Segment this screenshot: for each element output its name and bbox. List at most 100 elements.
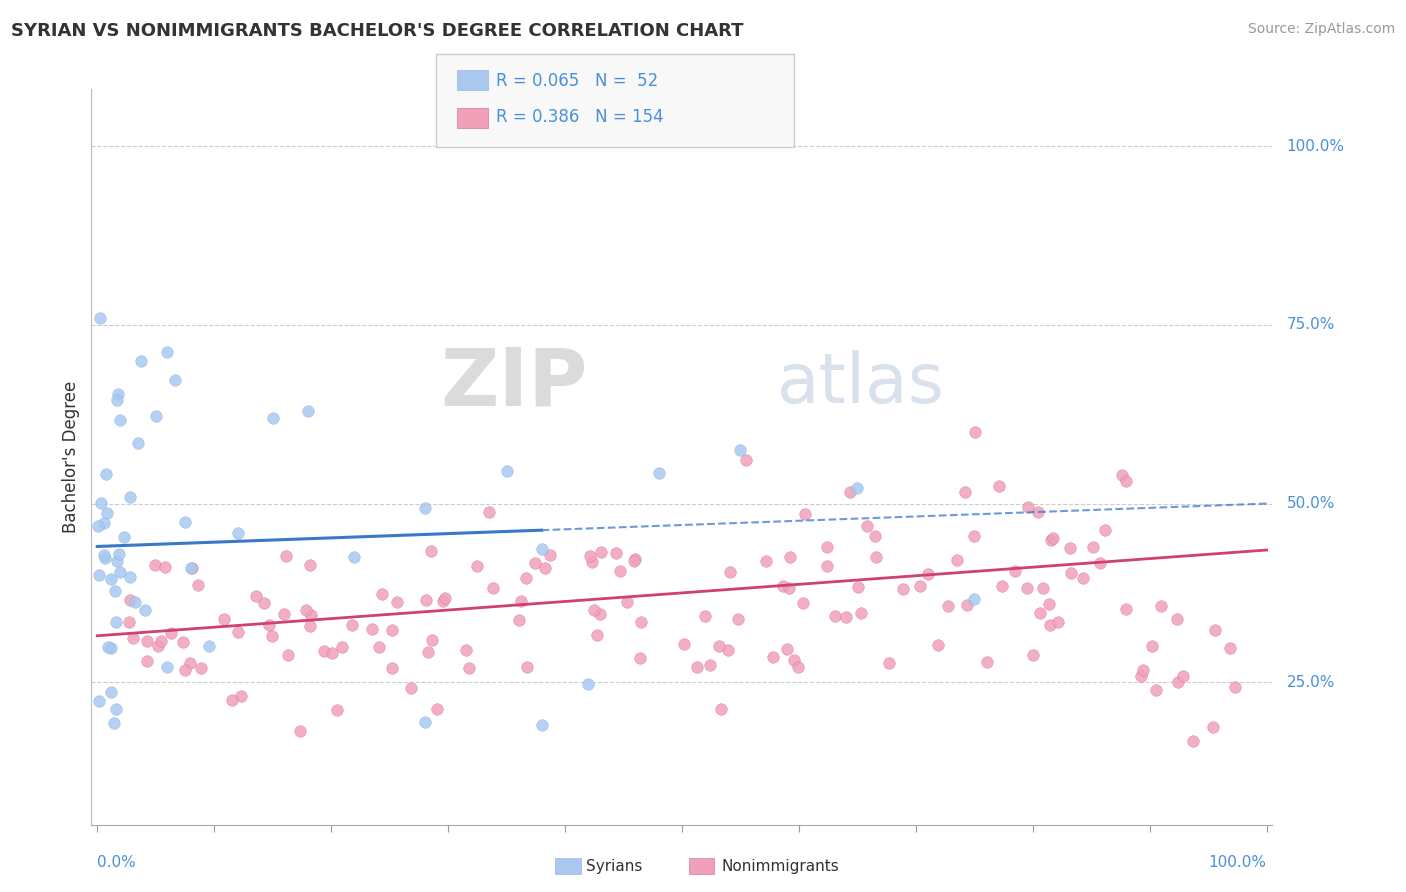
Text: Source: ZipAtlas.com: Source: ZipAtlas.com: [1247, 22, 1395, 37]
Point: [695, 609, 717, 624]
Point: [824, 609, 846, 624]
Point: [835, 609, 858, 624]
Point: [779, 549, 801, 564]
Point: [1202, 720, 1225, 734]
Point: [991, 579, 1014, 593]
Point: [576, 677, 599, 691]
Point: [1031, 581, 1053, 595]
Point: [103, 715, 125, 730]
Point: [294, 603, 316, 617]
Point: [89, 567, 111, 582]
Point: [1182, 734, 1205, 748]
Point: [107, 387, 129, 401]
Point: [963, 591, 986, 606]
Point: [110, 566, 132, 580]
Point: [976, 656, 998, 670]
Point: [93, 548, 115, 562]
Point: [1140, 639, 1163, 653]
Point: [849, 606, 872, 620]
Point: [586, 628, 609, 642]
Point: [105, 393, 128, 408]
Point: [343, 549, 366, 564]
Text: atlas: atlas: [776, 350, 945, 417]
Point: [963, 528, 986, 542]
Point: [100, 641, 122, 656]
Point: [1166, 611, 1188, 625]
Point: [1094, 523, 1116, 537]
Point: [229, 689, 252, 703]
Point: [134, 602, 156, 616]
Point: [481, 582, 503, 596]
Point: [149, 634, 172, 648]
Point: [772, 579, 794, 593]
Point: [136, 655, 159, 669]
Point: [478, 504, 501, 518]
Point: [426, 702, 449, 716]
Point: [710, 702, 733, 716]
Point: [1115, 474, 1137, 488]
Point: [516, 659, 538, 673]
Text: 75.0%: 75.0%: [1286, 318, 1334, 333]
Text: SYRIAN VS NONIMMIGRANTS BACHELOR'S DEGREE CORRELATION CHART: SYRIAN VS NONIMMIGRANTS BACHELOR'S DEGRE…: [11, 22, 744, 40]
Text: ZIP: ZIP: [440, 344, 588, 423]
Point: [515, 571, 537, 585]
Point: [1039, 617, 1062, 632]
Point: [1060, 566, 1083, 580]
Point: [173, 515, 195, 529]
Point: [127, 436, 149, 450]
Point: [1026, 505, 1049, 519]
Point: [616, 595, 638, 609]
Point: [253, 596, 276, 610]
Point: [792, 597, 814, 611]
Point: [1071, 571, 1094, 585]
Point: [508, 613, 530, 627]
Point: [794, 508, 817, 522]
Point: [314, 644, 336, 658]
Point: [361, 622, 384, 636]
Point: [298, 558, 321, 573]
Point: [90, 496, 112, 510]
Point: [118, 593, 141, 607]
Point: [117, 615, 139, 629]
Point: [104, 583, 127, 598]
Point: [630, 615, 652, 629]
Point: [381, 660, 404, 674]
Point: [290, 723, 312, 738]
Point: [179, 656, 201, 670]
Point: [1039, 533, 1062, 547]
Text: 100.0%: 100.0%: [1209, 855, 1267, 870]
Point: [755, 554, 778, 568]
Point: [96, 467, 118, 482]
Point: [686, 660, 709, 674]
Point: [135, 634, 157, 648]
Point: [118, 570, 141, 584]
Point: [107, 554, 129, 568]
Point: [148, 639, 170, 653]
Point: [945, 553, 967, 567]
Point: [89, 694, 111, 708]
Point: [1059, 541, 1081, 556]
Point: [581, 556, 603, 570]
Point: [963, 425, 986, 439]
Point: [1167, 675, 1189, 690]
Point: [156, 344, 179, 359]
Text: 25.0%: 25.0%: [1286, 674, 1334, 690]
Point: [609, 564, 631, 578]
Point: [1223, 680, 1246, 694]
Point: [93, 516, 115, 530]
Point: [1004, 564, 1026, 578]
Point: [221, 693, 243, 707]
Point: [1111, 468, 1133, 483]
Point: [100, 685, 122, 699]
Point: [524, 556, 547, 570]
Text: Nonimmigrants: Nonimmigrants: [721, 859, 839, 873]
Point: [495, 464, 517, 478]
Point: [717, 643, 740, 657]
Point: [1219, 640, 1241, 655]
Point: [105, 615, 128, 630]
Point: [735, 452, 758, 467]
Point: [299, 607, 322, 622]
Point: [299, 619, 322, 633]
Point: [87, 519, 110, 533]
Point: [846, 481, 869, 495]
